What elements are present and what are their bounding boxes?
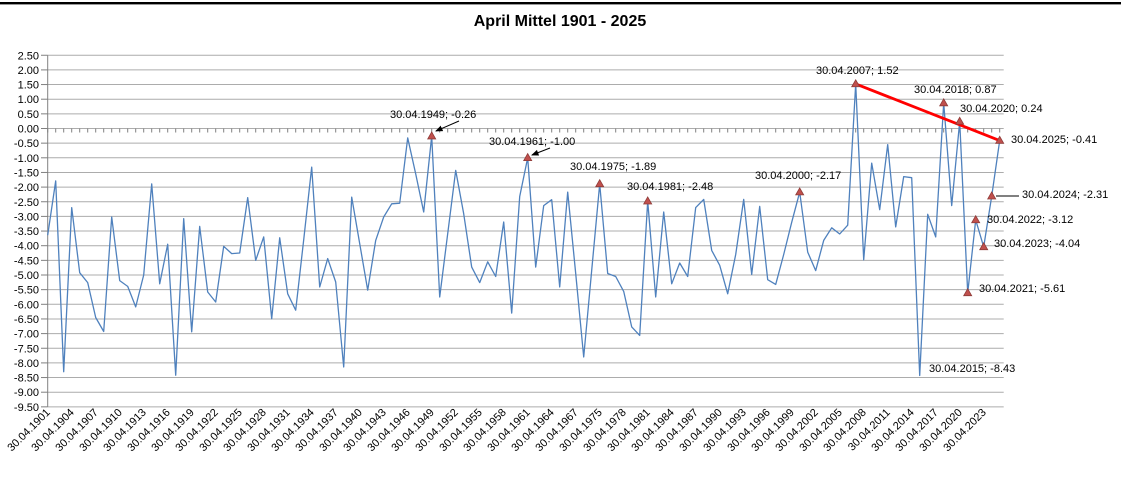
y-tick-label: -0.50	[14, 138, 39, 150]
zero-axis-ticks	[47, 128, 1001, 133]
annotation-marker-1949	[427, 131, 437, 140]
annotation-labels: 30.04.1949; -0.26 30.04.1961; -1.00 30.04.…	[390, 65, 1108, 375]
y-tick-label: -4.00	[14, 241, 39, 253]
y-tick-label: -8.50	[14, 373, 39, 385]
y-tick-label: -7.50	[14, 343, 39, 355]
annotation-label-2021: 30.04.2021; -5.61	[979, 283, 1065, 295]
annotation-label-2023: 30.04.2023; -4.04	[994, 238, 1080, 250]
annotation-arrow-1961	[531, 147, 551, 156]
y-tick-label: -2.50	[14, 197, 39, 209]
y-gridlines	[41, 54, 1004, 408]
y-tick-label: -8.00	[14, 358, 39, 370]
annotation-arrows	[435, 120, 1019, 197]
annotation-label-2018: 30.04.2018; 0.87	[914, 84, 997, 96]
x-axis-labels: 30.04.190130.04.190430.04.190730.04.1910…	[5, 407, 988, 454]
y-tick-label: 1.00	[18, 94, 39, 106]
annotation-marker-1975	[595, 178, 605, 188]
y-tick-label: -2.00	[14, 182, 39, 194]
annotation-label-2020: 30.04.2020; 0.24	[960, 103, 1043, 115]
annotation-label-2022: 30.04.2022; -3.12	[987, 214, 1073, 226]
trend-line	[855, 82, 1001, 142]
y-tick-label: 1.50	[18, 80, 39, 92]
y-tick-label: -3.50	[14, 226, 39, 238]
annotation-label-1975: 30.04.1975; -1.89	[570, 161, 656, 173]
y-tick-label: -3.00	[14, 211, 39, 223]
annotation-label-2000: 30.04.2000; -2.17	[755, 170, 841, 182]
annotation-label-1981: 30.04.1981; -2.48	[627, 181, 713, 193]
y-tick-label: -5.00	[14, 270, 39, 282]
chart-title: April Mittel 1901 - 2025	[474, 13, 647, 30]
annotation-markers	[427, 78, 1005, 297]
annotation-marker-2018	[939, 98, 949, 107]
annotation-marker-2024	[987, 191, 997, 200]
annotation-marker-1961	[523, 152, 533, 162]
y-tick-label: 2.50	[18, 50, 39, 62]
y-tick-label: -9.50	[14, 402, 39, 414]
y-tick-label: 0.50	[18, 109, 39, 121]
y-tick-label: -1.50	[14, 167, 39, 179]
annotation-marker-2007	[851, 78, 861, 88]
y-tick-label: -6.50	[14, 314, 39, 326]
y-tick-label: 2.00	[18, 65, 39, 77]
annotation-label-2025: 30.04.2025; -0.41	[1011, 134, 1097, 146]
annotation-marker-2021	[963, 287, 973, 297]
y-tick-label: -5.50	[14, 285, 39, 297]
y-tick-label: -4.50	[14, 255, 39, 267]
temperature-line-series	[47, 83, 1001, 377]
annotation-marker-2025	[995, 135, 1005, 144]
annotation-marker-2022	[971, 214, 981, 224]
annotation-arrow-1949	[435, 120, 460, 132]
y-tick-label: -6.00	[14, 299, 39, 311]
annotation-marker-2023	[979, 241, 989, 251]
y-tick-label: -9.00	[14, 387, 39, 399]
y-tick-label: 0.00	[18, 124, 39, 136]
y-axis-labels: 2.50 2.00 1.50 1.00 0.50 0.00 -0.50 -1.00 -1.50 -…	[14, 50, 39, 414]
annotation-marker-2020	[955, 116, 965, 125]
y-tick-label: -7.00	[14, 329, 39, 341]
chart-top-border	[0, 2, 1121, 5]
annotation-marker-2000	[795, 187, 805, 196]
annotation-label-2024: 30.04.2024; -2.31	[1022, 189, 1108, 201]
annotation-label-2007: 30.04.2007; 1.52	[816, 65, 899, 77]
annotation-label-1949: 30.04.1949; -0.26	[390, 109, 476, 121]
annotation-label-2015: 30.04.2015; -8.43	[929, 363, 1015, 375]
y-tick-label: -1.00	[14, 153, 39, 165]
annotation-label-1961: 30.04.1961; -1.00	[489, 136, 575, 148]
annotation-marker-1981	[643, 196, 653, 205]
